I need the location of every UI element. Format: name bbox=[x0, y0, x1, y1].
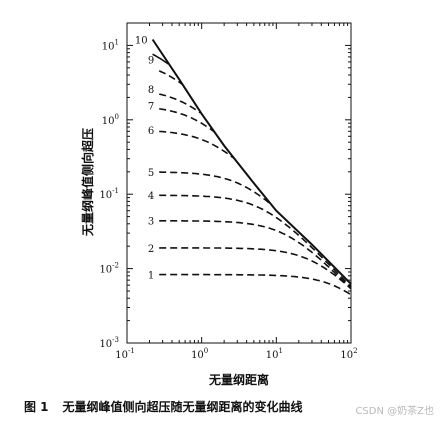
x-tick-label: 102 bbox=[340, 347, 357, 361]
x-tick-label: 100 bbox=[191, 347, 208, 361]
curve-label-6: 6 bbox=[148, 126, 154, 137]
curve-3 bbox=[159, 220, 352, 290]
curve-10 bbox=[152, 53, 169, 65]
plot-frame bbox=[126, 22, 352, 344]
curve-label-10: 10 bbox=[135, 36, 148, 47]
curve-label-4: 4 bbox=[148, 191, 154, 202]
curve-label-7: 7 bbox=[148, 102, 154, 113]
curves bbox=[151, 38, 352, 296]
curve-label-5: 5 bbox=[148, 168, 154, 179]
figure-number: 图 1 bbox=[24, 400, 49, 414]
curve-5 bbox=[159, 171, 271, 205]
curve-1 bbox=[159, 273, 352, 296]
x-tick-label: 10-1 bbox=[115, 347, 135, 361]
envelope-curve bbox=[151, 38, 352, 285]
y-axis-label: 无量纲峰值侧向超压 bbox=[80, 128, 95, 237]
curve-4 bbox=[159, 194, 352, 288]
y-tick-label: 10-1 bbox=[99, 187, 119, 201]
curve-8 bbox=[159, 93, 201, 114]
curve-label-2: 2 bbox=[148, 244, 154, 255]
y-tick-label: 10-3 bbox=[99, 336, 119, 350]
figure-caption-text: 无量纲峰值侧向超压随无量纲距离的变化曲线 bbox=[62, 400, 303, 414]
curve-label-8: 8 bbox=[148, 85, 154, 96]
figure-caption: 图 1 无量纲峰值侧向超压随无量纲距离的变化曲线 bbox=[24, 398, 317, 415]
curve-9 bbox=[158, 70, 183, 86]
curve-label-9: 9 bbox=[148, 55, 154, 66]
x-axis-label: 无量纲距离 bbox=[208, 372, 269, 387]
curve-label-1: 1 bbox=[148, 271, 154, 282]
y-tick-label: 10-2 bbox=[99, 262, 119, 276]
curve-6 bbox=[159, 130, 234, 159]
curve-labels: 109 8 7 6 5 4 3 2 1 bbox=[135, 36, 154, 282]
curve-7 bbox=[159, 108, 215, 133]
y-axis-label-text: 无量纲峰值侧向超压 bbox=[80, 128, 95, 237]
y-tick-label: 101 bbox=[102, 38, 119, 52]
x-tick-label: 101 bbox=[266, 347, 283, 361]
curve-label-3: 3 bbox=[148, 217, 154, 228]
axis-ticks bbox=[126, 22, 351, 344]
y-tick-label: 100 bbox=[102, 113, 119, 127]
watermark: CSDN @奶茶Z也 bbox=[355, 406, 434, 417]
